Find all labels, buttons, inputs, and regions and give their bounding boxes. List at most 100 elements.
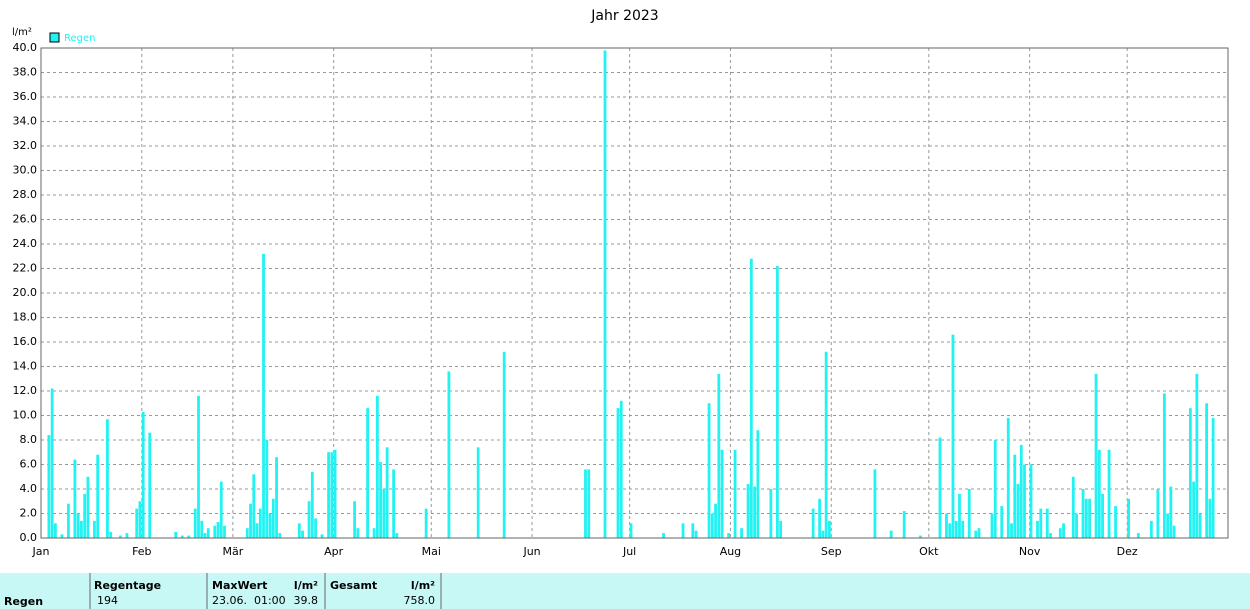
bar: [268, 513, 272, 538]
bar: [733, 449, 737, 538]
x-tick-label: Okt: [919, 545, 939, 558]
bar: [1127, 498, 1130, 538]
bar: [138, 501, 142, 538]
stats-table: [0, 573, 1250, 609]
bar: [1136, 533, 1140, 538]
bar: [902, 511, 906, 538]
bar: [60, 534, 64, 538]
bar: [818, 498, 822, 538]
bar: [1019, 444, 1023, 538]
bar: [1049, 533, 1052, 538]
y-tick-label: 14.0: [13, 360, 38, 373]
bar: [945, 513, 948, 538]
bar: [86, 476, 90, 538]
bar: [187, 535, 191, 538]
bar: [76, 513, 80, 538]
bar: [1107, 449, 1111, 538]
bar: [1058, 528, 1062, 538]
bar: [245, 528, 249, 538]
bar: [1013, 454, 1017, 538]
bar: [106, 419, 109, 538]
bar: [873, 469, 877, 538]
bar: [333, 449, 337, 538]
bar: [717, 373, 721, 538]
bar: [83, 493, 87, 538]
bar: [223, 525, 226, 538]
bar: [258, 508, 262, 538]
bar: [619, 400, 623, 538]
bar: [180, 535, 184, 538]
bar: [193, 508, 197, 538]
bar: [710, 513, 714, 538]
bar: [379, 462, 383, 538]
bar: [584, 469, 587, 538]
bar: [993, 440, 997, 538]
bar: [219, 481, 223, 538]
bar: [96, 454, 100, 538]
x-tick-label: Feb: [132, 545, 151, 558]
bar: [206, 528, 210, 538]
table-header: Gesamt: [330, 579, 377, 592]
bar: [681, 523, 685, 538]
bar: [1169, 486, 1173, 538]
bar: [1166, 513, 1170, 538]
bar: [727, 533, 730, 538]
bar: [1205, 403, 1209, 538]
bar: [80, 520, 83, 538]
bar: [1023, 464, 1026, 538]
bar: [1097, 449, 1101, 538]
bar: [821, 530, 825, 538]
bar: [1084, 498, 1088, 538]
bar: [314, 518, 317, 538]
bar: [720, 449, 724, 538]
bar: [67, 503, 70, 538]
y-tick-label: 22.0: [13, 262, 38, 275]
bar: [262, 253, 265, 539]
bar: [447, 371, 451, 538]
bar: [1081, 489, 1085, 538]
bar: [301, 530, 304, 538]
bar: [1188, 408, 1192, 538]
bar: [320, 534, 324, 538]
bar: [1198, 513, 1202, 538]
table-cell: Regen: [4, 595, 43, 608]
bar: [476, 447, 480, 538]
bar: [990, 513, 994, 538]
bar: [109, 531, 113, 538]
bar: [616, 408, 620, 538]
bar: [951, 334, 955, 538]
bar: [330, 452, 334, 538]
bar: [197, 395, 200, 538]
bar: [662, 533, 665, 538]
y-tick-label: 40.0: [13, 41, 38, 54]
bar: [954, 520, 958, 538]
bar: [213, 525, 217, 538]
bar: [93, 520, 96, 538]
bar: [392, 469, 396, 538]
y-tick-label: 4.0: [20, 482, 38, 495]
x-tick-label: Mär: [222, 545, 243, 558]
bar: [967, 489, 971, 538]
bar: [385, 447, 389, 538]
bar: [50, 388, 54, 538]
x-tick-label: Aug: [720, 545, 741, 558]
bar: [1101, 493, 1104, 538]
bar: [372, 528, 376, 538]
bar: [889, 530, 893, 538]
bar: [1149, 520, 1153, 538]
bar: [1088, 498, 1091, 538]
bar: [1029, 464, 1033, 538]
bar: [1000, 506, 1004, 538]
y-tick-label: 8.0: [20, 433, 38, 446]
bar: [1075, 513, 1078, 538]
bar: [275, 457, 278, 538]
y-tick-label: 2.0: [20, 507, 38, 520]
bar: [424, 508, 428, 538]
y-tick-label: 16.0: [13, 335, 38, 348]
bar: [174, 531, 178, 538]
legend-swatch: [49, 32, 60, 43]
bar: [1094, 373, 1098, 538]
bar: [746, 484, 750, 538]
table-cell: 758.0: [404, 594, 436, 607]
